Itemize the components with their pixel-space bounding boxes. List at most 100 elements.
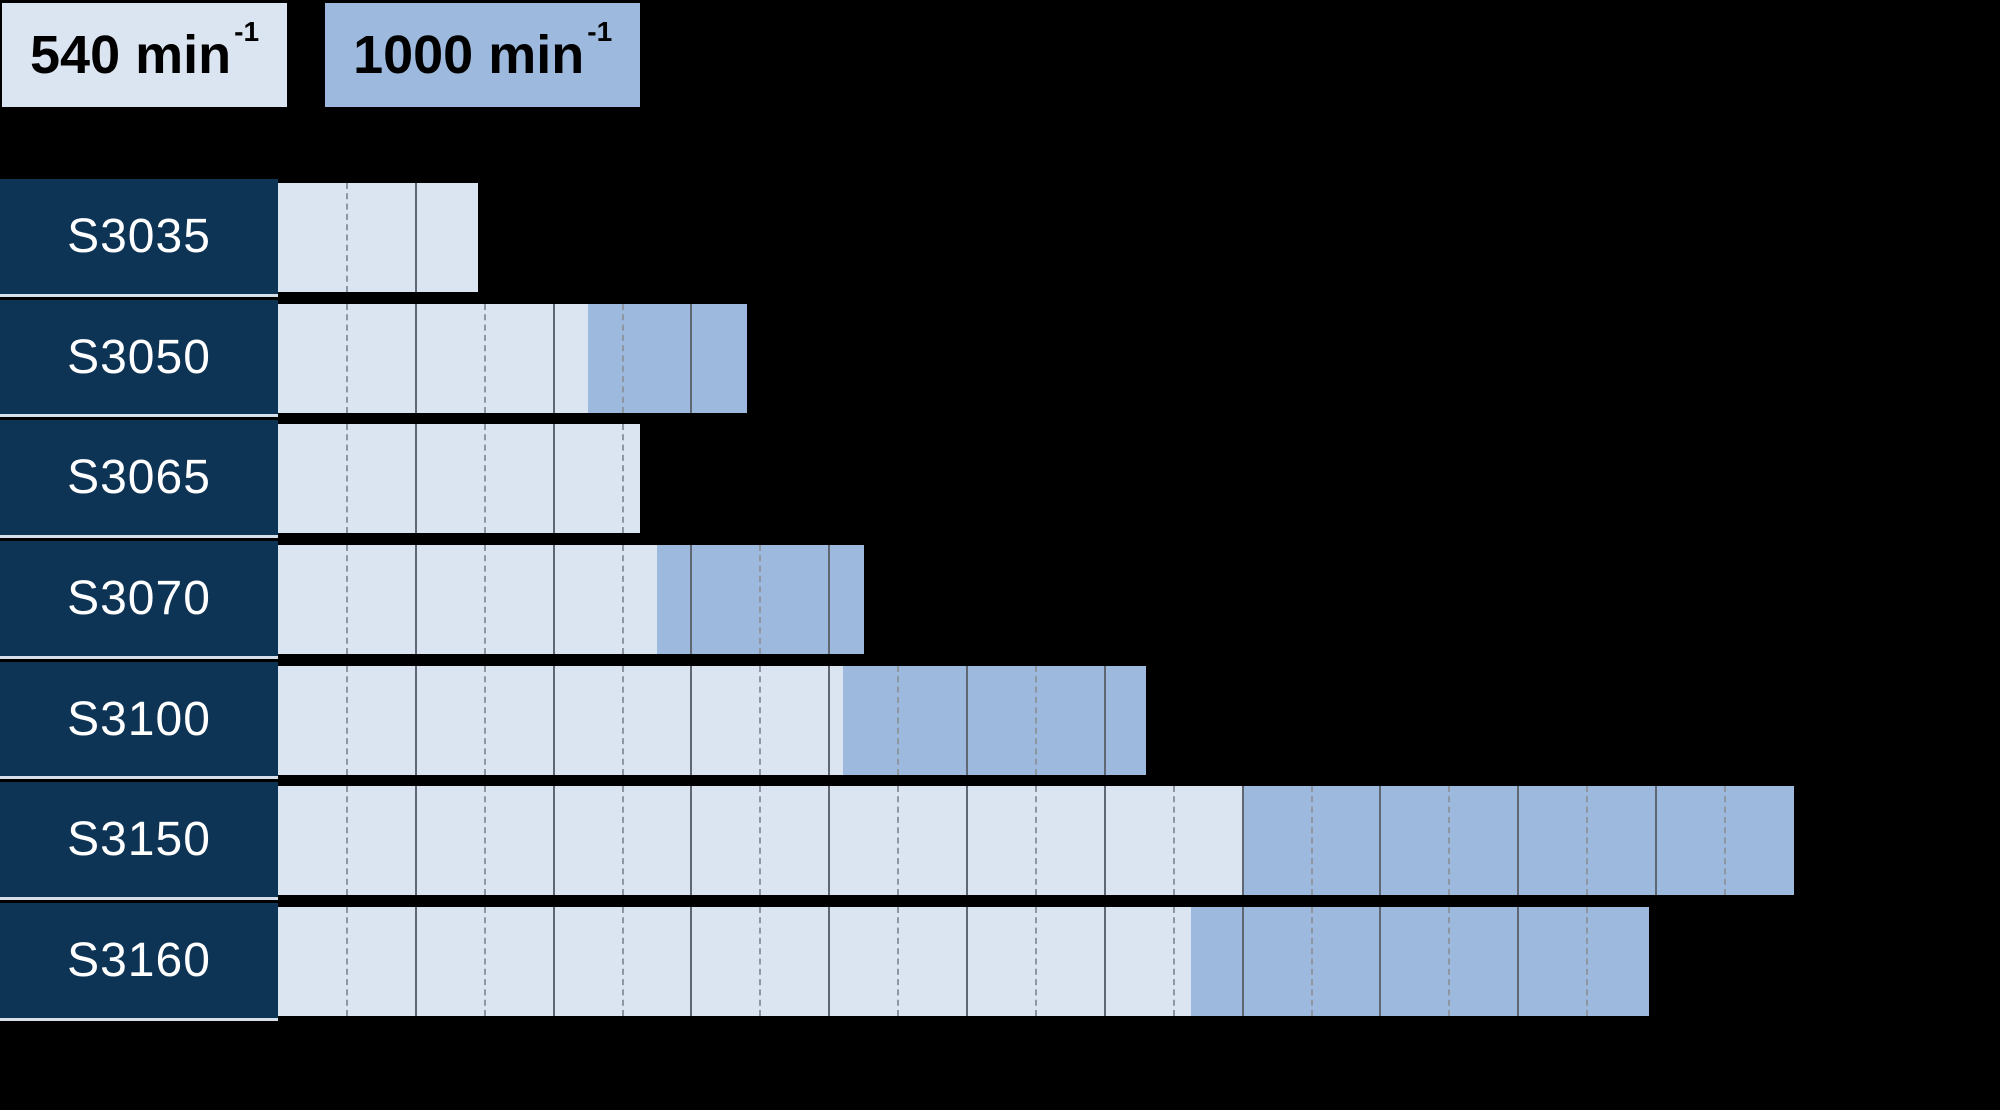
gridline-dashed	[621, 907, 624, 1017]
gridline-solid	[1379, 786, 1382, 896]
bar-segment-1000-S3050	[588, 303, 747, 413]
gridline-dashed	[1172, 907, 1175, 1017]
gridline-solid	[690, 545, 693, 655]
chart-row: S3070	[0, 541, 2000, 662]
chart-row: S3150	[0, 782, 2000, 903]
gridline-dashed	[1172, 786, 1175, 896]
gridline-solid	[828, 907, 831, 1017]
gridline-solid	[690, 665, 693, 775]
chart-row: S3050	[0, 299, 2000, 421]
gridline-solid	[552, 907, 555, 1017]
gridline-dashed	[1723, 786, 1726, 896]
row-label-S3035: S3035	[0, 179, 278, 297]
chart-row: S3065	[0, 420, 2000, 541]
legend-item-1000: 1000 min -1	[325, 3, 641, 107]
bar-S3100	[278, 665, 1147, 775]
legend-item-540: 540 min -1	[2, 3, 288, 107]
gridline-dashed	[621, 424, 624, 534]
gridline-solid	[1103, 665, 1106, 775]
bar-S3070	[278, 545, 864, 655]
gridline-solid	[552, 303, 555, 413]
gridline-dashed	[483, 303, 486, 413]
gridline-solid	[1655, 786, 1657, 896]
gridline-dashed	[1034, 665, 1037, 775]
gridline-solid	[1103, 907, 1106, 1017]
gridline-dashed	[1034, 786, 1037, 896]
gridline-solid	[552, 786, 555, 896]
gridline-solid	[1103, 786, 1106, 896]
row-label-S3050: S3050	[0, 299, 278, 418]
gridline-dashed	[483, 786, 486, 896]
bar-S3050	[278, 303, 747, 413]
gridline-dashed	[1586, 786, 1589, 896]
row-label-S3065: S3065	[0, 420, 278, 539]
gridline-solid	[1517, 786, 1520, 896]
row-label-S3160: S3160	[0, 903, 278, 1021]
gridline-dashed	[759, 786, 762, 896]
bar-S3150	[278, 786, 1794, 896]
legend-label-540: 540 min -1	[30, 16, 260, 85]
gridline-solid	[828, 665, 831, 775]
gridline-dashed	[1310, 907, 1313, 1017]
gridline-solid	[1517, 907, 1520, 1017]
gridline-solid	[966, 786, 968, 896]
gridline-dashed	[483, 424, 486, 534]
gridline-dashed	[621, 665, 624, 775]
gridline-solid	[414, 183, 417, 292]
legend-label-1000: 1000 min -1	[353, 16, 613, 85]
gridline-dashed	[345, 786, 348, 896]
gridline-solid	[414, 545, 417, 655]
gridline-solid	[690, 303, 693, 413]
legend: 540 min -1 1000 min -1	[2, 3, 641, 107]
gridline-dashed	[621, 545, 624, 655]
gridline-solid	[414, 786, 417, 896]
legend-sup-540: -1	[234, 16, 260, 48]
row-label-S3100: S3100	[0, 661, 278, 780]
gridline-solid	[552, 665, 555, 775]
gridline-solid	[414, 907, 417, 1017]
gridline-dashed	[345, 907, 348, 1017]
gridline-solid	[414, 665, 417, 775]
gridline-dashed	[345, 665, 348, 775]
bar-segment-1000-S3100	[842, 665, 1147, 775]
gridline-solid	[966, 665, 968, 775]
bar-chart: S3035 S3050 S3065 S3070 S3100 S3150 S3160	[0, 179, 2000, 1024]
gridline-dashed	[1586, 907, 1589, 1017]
chart-row: S3035	[0, 179, 2000, 300]
gridline-dashed	[1034, 907, 1037, 1017]
gridline-dashed	[759, 665, 762, 775]
gridline-solid	[414, 303, 417, 413]
gridline-solid	[1379, 907, 1382, 1017]
gridline-dashed	[759, 907, 762, 1017]
row-label-S3150: S3150	[0, 782, 278, 901]
chart-row: S3100	[0, 661, 2000, 783]
bar-S3035	[278, 183, 478, 292]
bar-S3065	[278, 424, 640, 534]
gridline-dashed	[345, 545, 348, 655]
bar-S3160	[278, 907, 1650, 1017]
legend-sup-1000: -1	[587, 16, 613, 48]
gridline-dashed	[483, 907, 486, 1017]
gridline-dashed	[621, 786, 624, 896]
gridline-solid	[690, 786, 693, 896]
gridline-dashed	[1448, 907, 1451, 1017]
chart-row: S3160	[0, 903, 2000, 1024]
bar-segment-1000-S3160	[1190, 907, 1650, 1017]
gridline-dashed	[483, 665, 486, 775]
gridline-dashed	[621, 303, 624, 413]
gridline-dashed	[345, 183, 348, 292]
gridline-dashed	[897, 786, 900, 896]
gridline-solid	[414, 424, 417, 534]
gridline-dashed	[1448, 786, 1451, 896]
gridline-solid	[828, 545, 831, 655]
gridline-solid	[966, 907, 968, 1017]
gridline-solid	[690, 907, 693, 1017]
row-label-S3070: S3070	[0, 541, 278, 659]
gridline-solid	[1241, 786, 1244, 896]
gridline-solid	[1241, 907, 1244, 1017]
gridline-solid	[828, 786, 831, 896]
gridline-dashed	[897, 665, 900, 775]
gridline-dashed	[345, 424, 348, 534]
gridline-solid	[552, 545, 555, 655]
